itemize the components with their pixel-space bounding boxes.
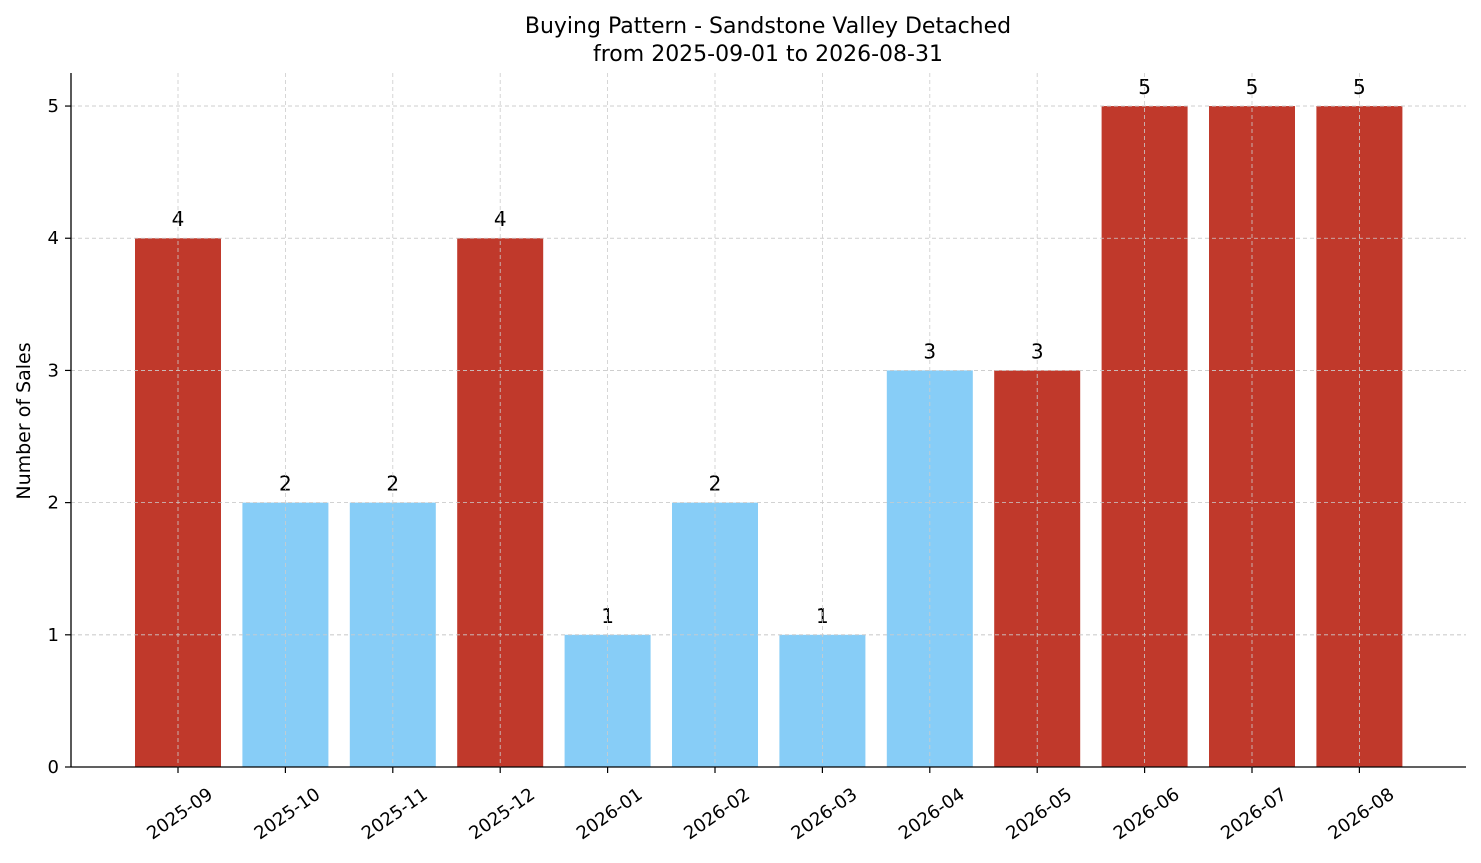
x-tick-label-2026-04: 2026-04 <box>895 784 969 844</box>
x-axis: 2025-09 2025-10 2025-11 2025-12 2026-01 2026-… <box>71 766 1466 844</box>
y-tick-label-5: 5 <box>48 96 59 117</box>
bars <box>135 106 1403 768</box>
bar-2026-08 <box>1316 106 1403 768</box>
data-label-2026-04: 3 <box>923 339 936 363</box>
x-tick-label-2026-03: 2026-03 <box>788 784 862 844</box>
x-tick-label-2026-06: 2026-06 <box>1110 784 1184 844</box>
x-tick-label-2026-05: 2026-05 <box>1002 784 1076 844</box>
y-axis: 0 1 2 3 4 5 <box>48 73 72 778</box>
x-tick-label-2025-09: 2025-09 <box>143 784 217 844</box>
data-label-2025-11: 2 <box>386 472 399 496</box>
y-axis-label: Number of Sales <box>13 342 35 499</box>
y-tick-label-0: 0 <box>48 757 59 778</box>
bar-2026-04 <box>886 370 973 767</box>
x-tick-label-2026-08: 2026-08 <box>1325 784 1399 844</box>
data-label-2025-10: 2 <box>279 472 292 496</box>
bar-2026-07 <box>1209 106 1295 768</box>
y-tick-label-4: 4 <box>48 228 59 249</box>
chart-title: Buying Pattern - Sandstone Valley Detach… <box>525 14 1011 39</box>
chart-subtitle: from 2025-09-01 to 2026-08-31 <box>593 42 943 67</box>
x-tick-label-2025-12: 2025-12 <box>465 784 539 844</box>
x-tick-label-2026-07: 2026-07 <box>1217 784 1291 844</box>
y-tick-label-2: 2 <box>48 493 59 514</box>
x-tick-label-2025-10: 2025-10 <box>251 784 325 844</box>
x-tick-label-2026-02: 2026-02 <box>680 784 754 844</box>
bar-2026-06 <box>1101 106 1188 768</box>
y-tick-label-3: 3 <box>48 360 59 381</box>
data-label-2025-12: 4 <box>494 207 507 231</box>
bar-2026-05 <box>994 370 1081 767</box>
y-tick-label-1: 1 <box>48 625 59 646</box>
data-label-2026-02: 2 <box>709 472 722 496</box>
data-label-2026-05: 3 <box>1031 339 1044 363</box>
x-tick-label-2026-01: 2026-01 <box>573 784 647 844</box>
x-tick-label-2025-11: 2025-11 <box>358 784 432 844</box>
data-label-2025-09: 4 <box>172 207 185 231</box>
